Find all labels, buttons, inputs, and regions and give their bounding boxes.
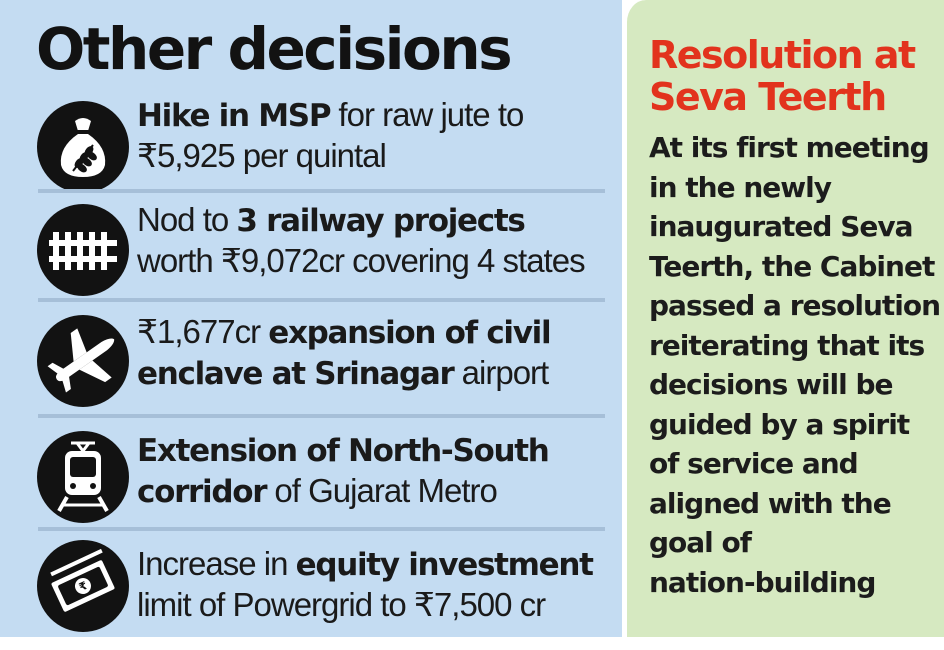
airplane-icon: [37, 315, 129, 407]
emphasis-text: Hike in MSP: [137, 98, 332, 134]
decision-item-railway: Nod to 3 railway projects worth ₹9,072cr…: [0, 198, 622, 310]
resolution-heading: Resolution at Seva Teerth: [649, 34, 941, 118]
divider: [38, 298, 605, 302]
decision-text: Increase in equity investment limit of P…: [137, 544, 594, 625]
panel-title: Other decisions: [36, 15, 513, 83]
emphasis-text: enclave at Srinagar: [137, 356, 455, 392]
decision-text: Hike in MSP for raw jute to ₹5,925 per q…: [137, 95, 524, 176]
resolution-body-line: At its first meeting: [649, 131, 930, 164]
decision-line-2: enclave at Srinagar airport: [137, 353, 550, 394]
resolution-body-line: guided by a spirit: [649, 407, 910, 441]
body-text: Increase in: [137, 545, 296, 582]
rupee-notes-icon: ₹: [37, 540, 129, 632]
body-text: worth ₹9,072cr covering 4 states: [137, 242, 586, 279]
resolution-body-line: nation-building: [649, 565, 876, 599]
decision-text: ₹1,677cr expansion of civil enclave at S…: [137, 312, 552, 394]
body-text: airport: [453, 354, 550, 391]
decision-item-msp: Hike in MSP for raw jute to ₹5,925 per q…: [0, 93, 622, 205]
decision-line-2: corridor of Gujarat Metro: [137, 471, 549, 512]
body-text: Nod to: [137, 201, 237, 238]
resolution-body-line: in the newly: [649, 170, 832, 204]
decision-line-2: ₹5,925 per quintal: [137, 136, 523, 176]
emphasis-text: equity investment: [295, 547, 594, 583]
resolution-body: At its first meeting in the newly inaugura…: [649, 128, 941, 602]
resolution-body-line: inaugurated Seva: [649, 210, 914, 243]
resolution-body-line: of service and: [649, 447, 859, 480]
other-decisions-panel: Other decisions Hike in MSP for raw: [0, 0, 622, 637]
body-text: limit of Powergrid to ₹7,500 cr: [137, 586, 546, 623]
divider: [38, 189, 605, 193]
resolution-panel: Resolution at Seva Teerth At its first m…: [624, 0, 944, 637]
resolution-body-line: aligned with the: [649, 486, 892, 520]
decision-line-1: Nod to 3 railway projects: [137, 200, 585, 241]
divider: [38, 414, 605, 418]
emphasis-text: corridor: [137, 474, 268, 510]
divider: [38, 527, 605, 531]
decision-line-1: ₹1,677cr expansion of civil: [137, 312, 552, 353]
decision-item-airport: ₹1,677cr expansion of civil enclave at S…: [0, 310, 622, 422]
resolution-body-line: goal of: [649, 526, 752, 559]
emphasis-text: Extension of North-South: [137, 433, 550, 469]
resolution-body-line: reiterating that its: [649, 328, 925, 362]
resolution-body-line: Teerth, the Cabinet: [649, 249, 935, 283]
decision-line-1: Increase in equity investment: [137, 544, 594, 585]
decision-line-2: worth ₹9,072cr covering 4 states: [137, 241, 586, 281]
body-text: for raw jute to: [330, 96, 524, 133]
railway-track-icon: [37, 204, 129, 296]
decision-line-2: limit of Powergrid to ₹7,500 cr: [137, 585, 593, 625]
metro-train-icon: [37, 431, 129, 523]
resolution-body-line: passed a resolution: [649, 289, 941, 322]
emphasis-text: 3 railway projects: [236, 203, 525, 239]
body-text: ₹5,925 per quintal: [137, 137, 387, 174]
decision-line-1: Hike in MSP for raw jute to: [137, 95, 524, 136]
resolution-heading-line-2: Seva Teerth: [649, 75, 887, 119]
resolution-body-line: decisions will be: [649, 368, 894, 401]
resolution-heading-line-1: Resolution at: [649, 33, 916, 77]
body-text: ₹1,677cr: [137, 313, 269, 350]
decision-item-powergrid: ₹ Increase in equity investment limit of…: [0, 538, 622, 650]
decision-item-metro: Extension of North-South corridor of Guj…: [0, 426, 622, 538]
decision-text: Extension of North-South corridor of Guj…: [137, 430, 550, 512]
decision-line-1: Extension of North-South: [137, 430, 550, 471]
emphasis-text: expansion of civil: [268, 315, 551, 351]
body-text: of Gujarat Metro: [266, 472, 497, 509]
decision-text: Nod to 3 railway projects worth ₹9,072cr…: [137, 200, 586, 281]
grain-sack-icon: [37, 101, 129, 193]
